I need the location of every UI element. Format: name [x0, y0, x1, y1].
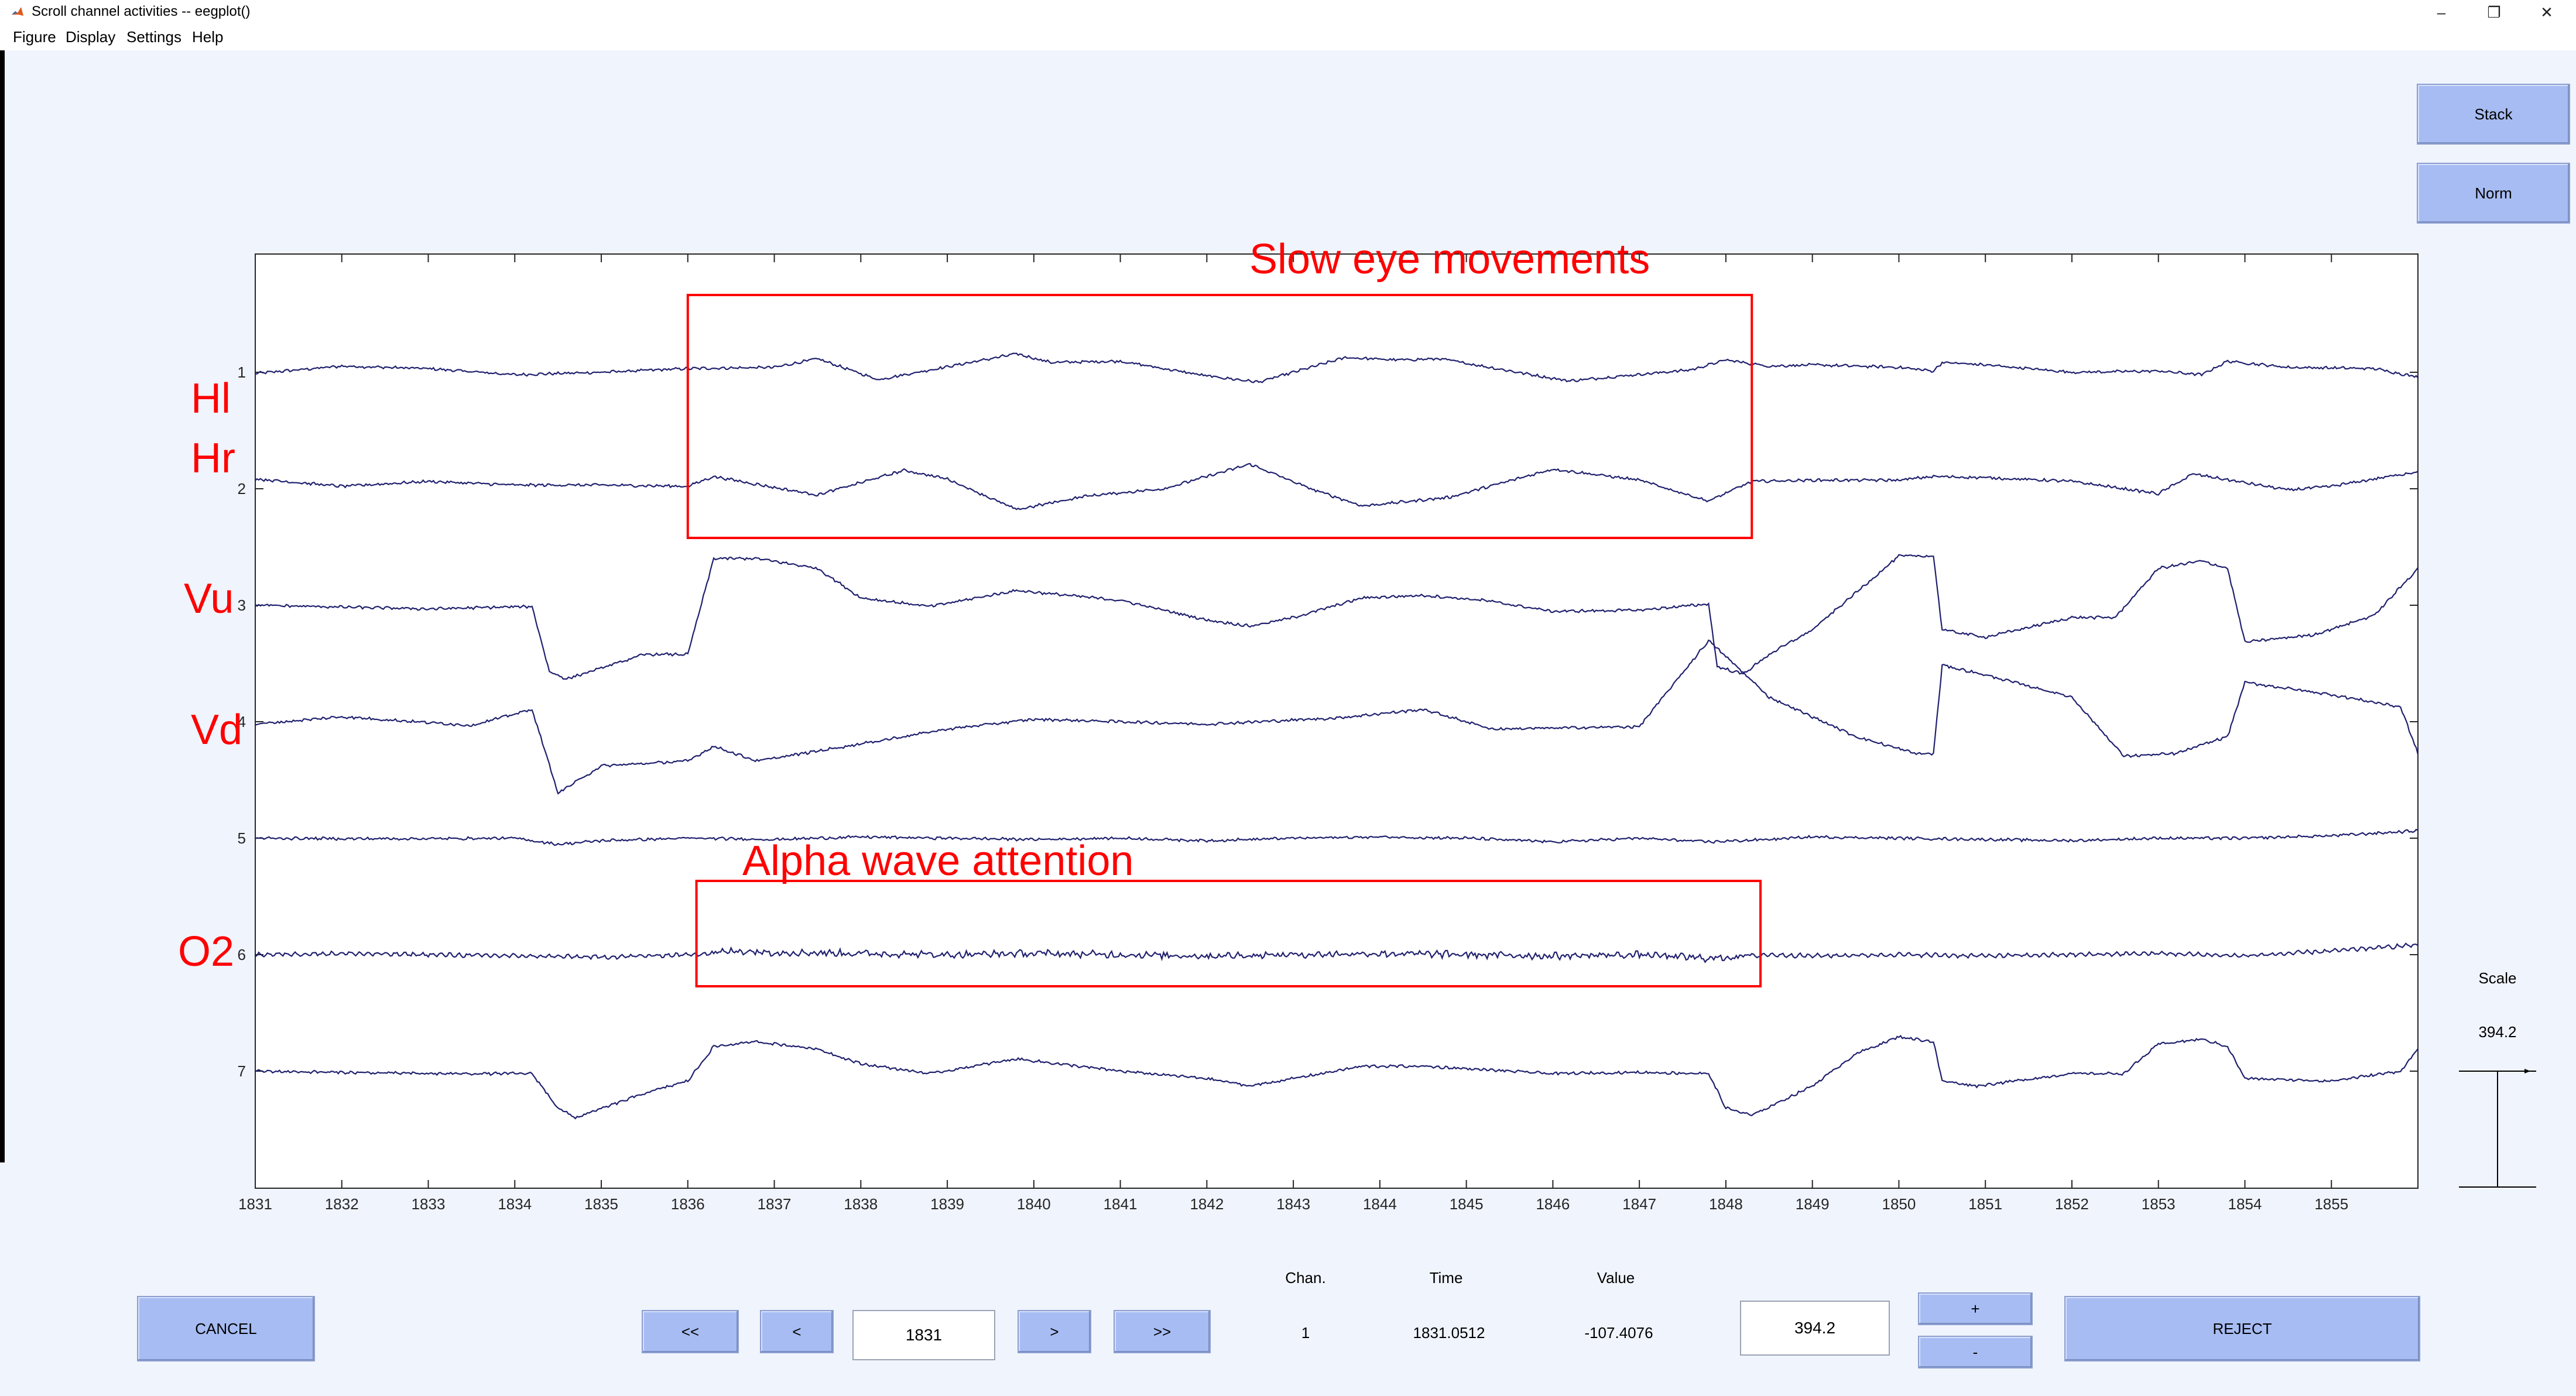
- channel-note-vd: Vd: [191, 706, 243, 753]
- x-tick-label: 1831: [238, 1195, 272, 1213]
- channel-note-vu: Vu: [184, 575, 234, 622]
- x-tick-label: 1835: [584, 1195, 618, 1213]
- channel-trace-7: [255, 1034, 2419, 1120]
- chan-value: 1: [1301, 1324, 1310, 1342]
- x-tick-label: 1834: [498, 1195, 532, 1213]
- minimize-button[interactable]: –: [2437, 4, 2446, 21]
- x-tick-label: 1854: [2228, 1195, 2262, 1213]
- x-tick-label: 1844: [1363, 1195, 1397, 1213]
- value-value: -107.4076: [1584, 1324, 1653, 1342]
- channel-trace-4: [255, 639, 2419, 795]
- time-label: Time: [1429, 1269, 1463, 1287]
- x-tick-label: 1847: [1622, 1195, 1656, 1213]
- title-bar: Scroll channel activities -- eegplot() –…: [0, 0, 2576, 25]
- x-tick-label: 1842: [1190, 1195, 1224, 1213]
- chan-label: Chan.: [1285, 1269, 1326, 1287]
- channel-tick-label: 4: [238, 713, 246, 730]
- cancel-button[interactable]: CANCEL: [137, 1296, 315, 1361]
- menu-bar: [0, 25, 2576, 50]
- channel-trace-1: [255, 352, 2419, 383]
- norm-button[interactable]: Norm: [2417, 163, 2570, 224]
- x-tick-label: 1845: [1450, 1195, 1484, 1213]
- channel-note-o2: O2: [178, 928, 235, 975]
- x-tick-label: 1837: [758, 1195, 792, 1213]
- y-axis: 1 2 3 4 5 6 7: [238, 363, 2418, 1080]
- annotation-box: [686, 294, 1753, 539]
- channel-trace-5: [255, 828, 2419, 846]
- prev-page-button[interactable]: <: [760, 1310, 834, 1353]
- x-tick-label: 1833: [412, 1195, 446, 1213]
- channel-note-hr: Hr: [191, 435, 235, 482]
- scale-label: Scale: [2478, 969, 2517, 987]
- channel-tick-label: 3: [238, 596, 246, 614]
- window-title: Scroll channel activities -- eegplot(): [32, 4, 251, 19]
- x-tick-label: 1836: [671, 1195, 705, 1213]
- last-page-button[interactable]: >>: [1114, 1310, 1211, 1353]
- x-tick-label: 1840: [1017, 1195, 1051, 1213]
- scale-increase-button[interactable]: +: [1918, 1292, 2033, 1325]
- restore-button[interactable]: ❐: [2487, 4, 2501, 21]
- channel-note-hl: Hl: [191, 375, 231, 422]
- plot-area[interactable]: [255, 253, 2419, 1189]
- x-tick-label: 1850: [1882, 1195, 1916, 1213]
- scale-input[interactable]: 394.2: [1740, 1301, 1890, 1356]
- scale-arrow-icon: [2524, 1069, 2530, 1073]
- x-tick-label: 1838: [844, 1195, 878, 1213]
- annotation-box: [695, 880, 1762, 987]
- start-time-input[interactable]: 1831: [852, 1310, 995, 1360]
- window-edge: [0, 50, 5, 1162]
- stack-button[interactable]: Stack: [2417, 84, 2570, 145]
- channel-trace-2: [255, 463, 2419, 510]
- x-tick-label: 1848: [1709, 1195, 1743, 1213]
- x-tick-label: 1846: [1536, 1195, 1570, 1213]
- channel-trace-6: [255, 942, 2419, 963]
- menu-help[interactable]: Help: [192, 28, 224, 46]
- x-tick-label: 1853: [2142, 1195, 2176, 1213]
- value-label: Value: [1597, 1269, 1635, 1287]
- time-value: 1831.0512: [1413, 1324, 1485, 1342]
- channel-tick-label: 2: [238, 480, 246, 498]
- x-tick-label: 1851: [1968, 1195, 2002, 1213]
- x-tick-label: 1843: [1276, 1195, 1310, 1213]
- close-button[interactable]: ✕: [2540, 4, 2553, 21]
- scale-decrease-button[interactable]: -: [1918, 1336, 2033, 1368]
- channel-tick-label: 1: [238, 363, 246, 381]
- x-tick-label: 1855: [2314, 1195, 2348, 1213]
- matlab-icon: [12, 7, 23, 16]
- menu-figure[interactable]: Figure: [13, 28, 56, 46]
- x-tick-label: 1832: [325, 1195, 359, 1213]
- x-tick-label: 1841: [1104, 1195, 1138, 1213]
- next-page-button[interactable]: >: [1018, 1310, 1091, 1353]
- x-axis: 1831 1832 1833 1834 1835 1836 1837 1838 1839 1840…: [238, 254, 2348, 1213]
- channel-tick-label: 5: [238, 829, 246, 847]
- menu-settings[interactable]: Settings: [126, 28, 181, 46]
- menu-display[interactable]: Display: [66, 28, 116, 46]
- channel-trace-3: [255, 554, 2419, 680]
- first-page-button[interactable]: <<: [642, 1310, 739, 1353]
- x-tick-label: 1852: [2055, 1195, 2089, 1213]
- channel-tick-label: 7: [238, 1062, 246, 1080]
- channel-tick-label: 6: [238, 946, 246, 963]
- x-tick-label: 1849: [1796, 1195, 1830, 1213]
- traces: [255, 352, 2419, 1120]
- x-tick-label: 1839: [930, 1195, 964, 1213]
- reject-button[interactable]: REJECT: [2064, 1296, 2420, 1361]
- annotations: [686, 294, 1762, 987]
- annotation-slow-eye-title: Slow eye movements: [1249, 236, 1650, 283]
- scale-value: 394.2: [2478, 1023, 2517, 1041]
- annotation-alpha-title: Alpha wave attention: [742, 838, 1134, 884]
